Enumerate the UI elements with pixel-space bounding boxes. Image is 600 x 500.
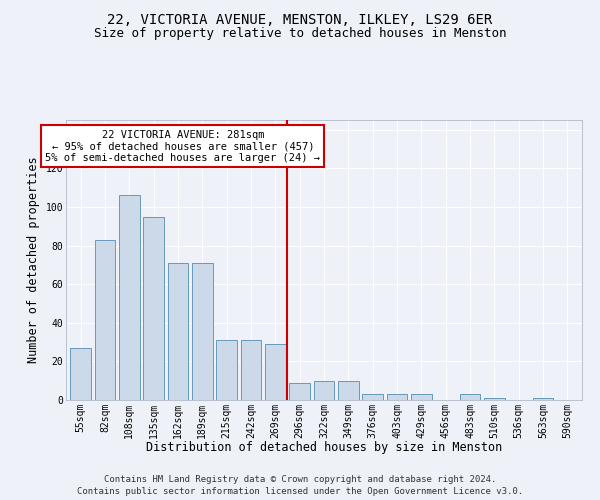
Text: Distribution of detached houses by size in Menston: Distribution of detached houses by size … bbox=[146, 441, 502, 454]
Bar bbox=[119, 196, 140, 400]
Bar bbox=[95, 240, 115, 400]
Bar bbox=[338, 380, 359, 400]
Text: Contains HM Land Registry data © Crown copyright and database right 2024.: Contains HM Land Registry data © Crown c… bbox=[104, 474, 496, 484]
Bar bbox=[289, 382, 310, 400]
Bar bbox=[265, 344, 286, 400]
Text: Size of property relative to detached houses in Menston: Size of property relative to detached ho… bbox=[94, 28, 506, 40]
Bar bbox=[241, 340, 262, 400]
Bar bbox=[533, 398, 553, 400]
Bar bbox=[362, 394, 383, 400]
Bar bbox=[192, 263, 212, 400]
Bar bbox=[216, 340, 237, 400]
Bar bbox=[411, 394, 432, 400]
Bar bbox=[167, 263, 188, 400]
Bar bbox=[460, 394, 481, 400]
Bar bbox=[70, 348, 91, 400]
Text: 22, VICTORIA AVENUE, MENSTON, ILKLEY, LS29 6ER: 22, VICTORIA AVENUE, MENSTON, ILKLEY, LS… bbox=[107, 12, 493, 26]
Bar bbox=[484, 398, 505, 400]
Text: Contains public sector information licensed under the Open Government Licence v3: Contains public sector information licen… bbox=[77, 486, 523, 496]
Bar bbox=[386, 394, 407, 400]
Bar bbox=[314, 380, 334, 400]
Y-axis label: Number of detached properties: Number of detached properties bbox=[27, 156, 40, 364]
Text: 22 VICTORIA AVENUE: 281sqm
← 95% of detached houses are smaller (457)
5% of semi: 22 VICTORIA AVENUE: 281sqm ← 95% of deta… bbox=[46, 130, 320, 163]
Bar bbox=[143, 216, 164, 400]
